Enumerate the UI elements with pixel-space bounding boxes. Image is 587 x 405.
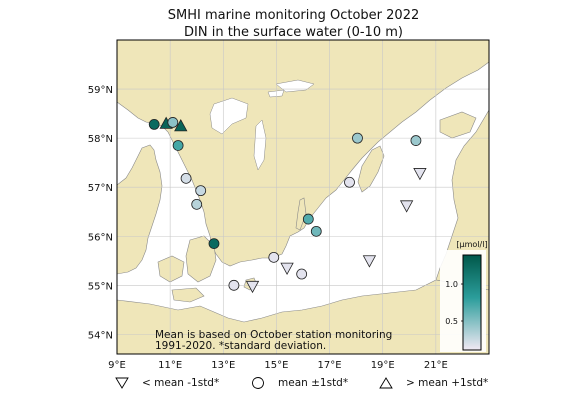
latitude-labels: 59°N 58°N 57°N 56°N 55°N 54°N (88, 85, 113, 341)
longitude-label: 13°E (211, 360, 235, 371)
station-triangle-down-marker (280, 262, 294, 275)
map-subtitle: DIN in the surface water (0-10 m) (184, 25, 403, 40)
map-border (116, 39, 490, 355)
latitude-label: 55°N (88, 281, 113, 292)
land-oland (295, 197, 307, 231)
colorbar-tick-label-high: 1.0 (445, 280, 458, 289)
map-area (117, 40, 489, 354)
station-triangle-up-marker (174, 119, 188, 132)
station-circle-marker (296, 268, 308, 280)
longitude-labels: 9°E 11°E 13°E 15°E 17°E 19°E 21°E (108, 360, 448, 371)
legend-triangle-up-icon (379, 377, 393, 389)
footnote-line1: Mean is based on October station monitor… (155, 329, 392, 341)
longitude-label: 9°E (108, 360, 126, 371)
land-lolland (171, 287, 205, 303)
land (117, 40, 489, 354)
land-gotland (357, 145, 385, 193)
land-jutland (117, 144, 163, 275)
latitude-label: 56°N (88, 232, 113, 243)
station-circle-marker (172, 140, 184, 151)
legend-triangle-down-icon (115, 377, 129, 389)
station-triangle-down-marker (245, 280, 260, 294)
legend-label-within: mean ±1std* (278, 377, 348, 389)
legend-label-below: < mean -1std* (142, 377, 219, 389)
footnote-line2: 1991-2020. *standard deviation. (155, 340, 326, 352)
land-saaremaa (439, 111, 477, 139)
latitude-label: 58°N (88, 134, 113, 145)
colorbar-tick-label-low: 0.5 (445, 317, 458, 326)
land-scandinavia (117, 40, 489, 267)
colorbar: [µmol/l] 1.0 0.5 (440, 240, 488, 352)
longitude-label: 21°E (424, 360, 448, 371)
latitude-label: 59°N (88, 85, 113, 96)
longitude-label: 19°E (371, 360, 395, 371)
colorbar-gradient (462, 254, 482, 351)
station-triangle-down-marker (362, 255, 377, 268)
station-circle-marker (310, 225, 322, 237)
lake-vattern (253, 119, 267, 171)
station-triangle-down-marker (399, 200, 414, 213)
station-circle-marker (180, 172, 192, 184)
station-circle-marker (268, 251, 280, 263)
map-title: SMHI marine monitoring October 2022 (167, 8, 420, 23)
legend: < mean -1std* mean ±1std* > mean +1std* (115, 377, 488, 389)
legend-circle-icon (252, 377, 264, 389)
station-circle-marker (302, 213, 314, 225)
colorbar-unit: [µmol/l] (456, 240, 487, 249)
latitude-label: 54°N (88, 330, 113, 341)
station-circle-marker (167, 117, 179, 128)
legend-label-above: > mean +1std* (406, 377, 488, 389)
station-circle-marker (228, 279, 240, 291)
latitude-label: 57°N (88, 183, 113, 194)
stations (148, 116, 427, 294)
station-circle-marker (352, 132, 363, 144)
station-circle-marker (195, 185, 207, 197)
station-circle-marker (410, 135, 422, 146)
longitude-label: 17°E (318, 360, 342, 371)
station-circle-marker (208, 238, 220, 250)
longitude-label: 11°E (158, 360, 182, 371)
station-triangle-down-marker (413, 168, 427, 181)
land-funen (157, 255, 185, 283)
graticule (117, 40, 489, 354)
lake-vanern (209, 97, 249, 135)
land-zealand (185, 235, 217, 283)
station-circle-marker (191, 198, 203, 210)
station-circle-marker (148, 118, 160, 130)
longitude-label: 15°E (264, 360, 288, 371)
lake-hjalmaren (267, 89, 285, 98)
station-circle-marker (344, 176, 355, 188)
